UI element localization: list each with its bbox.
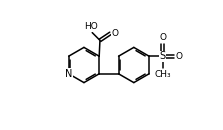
Text: O: O [112, 28, 118, 37]
Text: N: N [65, 69, 72, 79]
Text: CH₃: CH₃ [154, 70, 171, 79]
Text: S: S [159, 51, 166, 61]
Text: O: O [175, 52, 182, 61]
Text: HO: HO [85, 22, 98, 31]
Text: O: O [159, 33, 166, 42]
